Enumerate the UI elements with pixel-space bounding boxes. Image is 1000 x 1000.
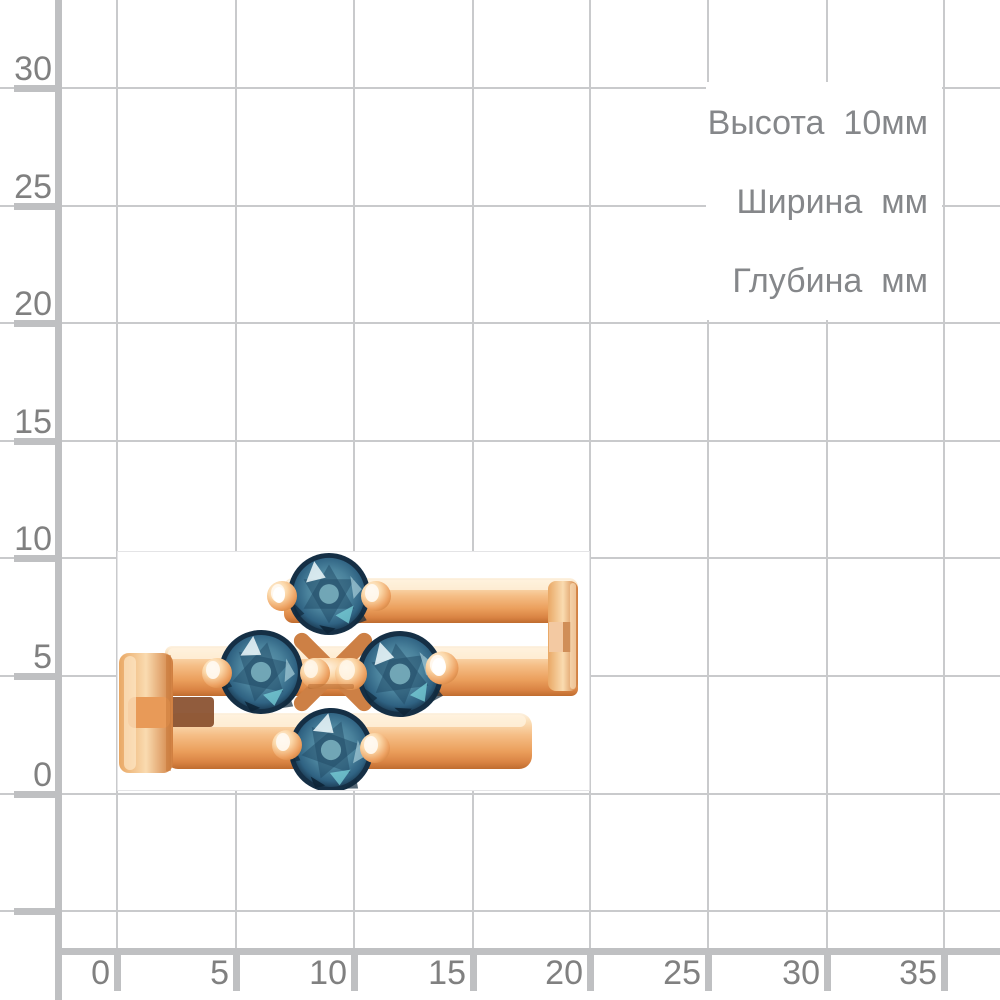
dimension-label: Высота (707, 104, 825, 142)
grid-line-horizontal (0, 205, 1000, 207)
x-axis-tick (351, 948, 358, 991)
y-axis-label: 20 (14, 285, 52, 323)
x-axis-label: 15 (428, 954, 466, 992)
y-axis-label: 15 (14, 403, 52, 441)
x-axis-label: 5 (210, 954, 229, 992)
y-axis-label: 30 (14, 50, 52, 88)
y-axis-tick (14, 908, 62, 915)
x-axis-label: 25 (663, 954, 701, 992)
grid-line-horizontal (0, 440, 1000, 442)
dimension-line-depth: Глубина мм (732, 263, 928, 299)
y-axis-label: 10 (14, 520, 52, 558)
x-axis-label: 20 (545, 954, 583, 992)
dimension-value: мм (881, 262, 928, 300)
grid-line-vertical (235, 0, 237, 948)
grid-line-vertical (589, 0, 591, 948)
grid-line-vertical (826, 0, 828, 948)
y-axis-tick (14, 203, 62, 210)
x-axis-tick (233, 948, 240, 991)
grid-line-horizontal (0, 87, 1000, 89)
grid-line-vertical (707, 0, 709, 948)
x-axis-tick (114, 948, 121, 991)
y-axis-tick (14, 320, 62, 327)
grid-line-horizontal (0, 793, 1000, 795)
x-axis-label: 35 (899, 954, 937, 992)
grid-line-horizontal (0, 910, 1000, 912)
horizontal-ruler (55, 948, 1000, 955)
grid-line-vertical (943, 0, 945, 948)
x-axis-tick (941, 948, 948, 991)
x-axis-tick (705, 948, 712, 991)
dimension-line-height: Высота 10мм (708, 105, 928, 141)
y-axis-label: 25 (14, 168, 52, 206)
grid-line-vertical (472, 0, 474, 948)
y-axis-tick (14, 438, 62, 445)
grid-line-vertical (353, 0, 355, 948)
dimensions-panel: Высота 10мм Ширина мм Глубина мм (706, 82, 942, 320)
y-axis-tick (14, 673, 62, 680)
grid-line-horizontal (0, 322, 1000, 324)
product-photo (117, 551, 590, 804)
dimension-label: Глубина (732, 262, 863, 300)
y-axis-tick (14, 85, 62, 92)
y-axis-tick (14, 555, 62, 562)
x-axis-label: 0 (91, 954, 110, 992)
grid-line-vertical (116, 0, 118, 948)
x-axis-label: 30 (782, 954, 820, 992)
dimension-value: 10мм (843, 104, 928, 142)
vertical-ruler (55, 0, 62, 1000)
dimension-line-width: Ширина мм (737, 184, 929, 220)
x-axis-tick (587, 948, 594, 991)
dimension-label: Ширина (736, 183, 863, 221)
y-axis-tick (14, 791, 62, 798)
dimension-value: мм (881, 183, 928, 221)
x-axis-tick (470, 948, 477, 991)
ring-image (119, 553, 578, 804)
x-axis-label: 10 (309, 954, 347, 992)
y-axis-label: 0 (33, 756, 52, 794)
x-axis-tick (824, 948, 831, 991)
y-axis-label: 5 (33, 638, 52, 676)
